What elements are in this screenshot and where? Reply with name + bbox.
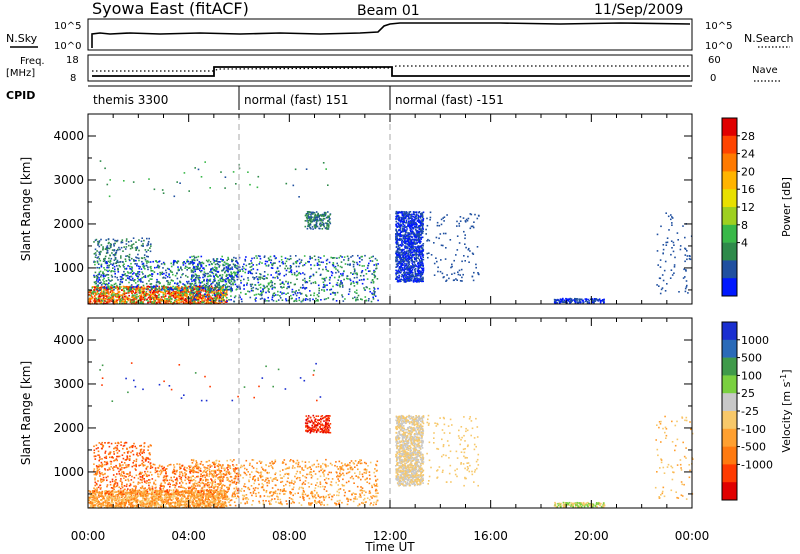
- cpid-mode-label: normal (fast) 151: [244, 93, 348, 107]
- freq-tick-bottom: 8: [70, 73, 76, 84]
- heatmap-panels: 1000 2000 3000 4000 Slant Range [km] 28 24 20 16…: [19, 113, 793, 543]
- colorbar-tick-label: -500: [741, 441, 766, 454]
- colorbar-tick-label: -100: [741, 423, 766, 436]
- colorbar-segment: [722, 464, 737, 483]
- count-tick-left-bottom: 10^0: [54, 41, 81, 52]
- colorbar-tick-label: 500: [741, 352, 762, 365]
- colorbar-segment: [722, 118, 737, 137]
- colorbar-segment: [722, 153, 737, 172]
- nsearch-label: N.Search: [744, 32, 794, 45]
- count-tick-right-bottom: 10^0: [705, 41, 732, 52]
- colorbar-segment: [722, 171, 737, 190]
- colorbar-label: Power [dB]: [780, 177, 793, 237]
- counts-panel: [87, 18, 693, 51]
- y-tick-label: 1000: [53, 465, 84, 479]
- colorbar-segment: [722, 393, 737, 412]
- y-axis-label: Slant Range [km]: [19, 361, 33, 465]
- colorbar-tick-label: 100: [741, 369, 762, 382]
- colorbar-segment: [722, 135, 737, 154]
- nsky-trace: [91, 22, 691, 48]
- colorbar-segment: [722, 375, 737, 394]
- colorbar-tick-label: 28: [741, 130, 755, 143]
- colorbar-tick-label: 12: [741, 201, 755, 214]
- colorbar-segment: [722, 242, 737, 261]
- date-label: 11/Sep/2009: [594, 2, 683, 18]
- x-tick-label: 08:00: [272, 529, 307, 543]
- cpid-label: CPID: [6, 89, 35, 102]
- colorbar-tick-label: 4: [741, 237, 748, 250]
- colorbar-segment: [722, 428, 737, 447]
- y-tick-label: 3000: [53, 173, 84, 187]
- y-tick-label: 2000: [53, 217, 84, 231]
- colorbar-tick-label: 16: [741, 183, 755, 196]
- colorbar-tick-label: -25: [741, 405, 759, 418]
- y-axis-label: Slant Range [km]: [19, 157, 33, 261]
- cpid-mode-label: normal (fast) -151: [395, 93, 504, 107]
- cpid-modes: themis 3300 normal (fast) 151 normal (fast…: [93, 86, 504, 110]
- y-tick-label: 2000: [53, 421, 84, 435]
- colorbar-tick-label: 24: [741, 148, 755, 161]
- x-tick-label: 04:00: [171, 529, 206, 543]
- nave-tick-top: 60: [708, 55, 721, 66]
- freq-label: Freq.: [20, 56, 45, 67]
- count-tick-left-top: 10^5: [54, 21, 81, 32]
- x-axis-title: Time UT: [364, 540, 415, 554]
- beam-label: Beam 01: [357, 3, 420, 19]
- x-tick-label: 12:00: [373, 529, 408, 543]
- x-tick-label: 00:00: [71, 529, 106, 543]
- plot-title: Syowa East (fitACF): [92, 0, 249, 18]
- velocity-scatter: [88, 362, 694, 509]
- velocity-panel: 1000 2000 3000 4000 00:00 04:00 08:00 12:00 16:0…: [19, 317, 793, 543]
- colorbar-segment: [722, 260, 737, 279]
- x-tick-label: 00:00: [675, 529, 710, 543]
- colorbar-tick-label: 25: [741, 387, 755, 400]
- colorbar-segment: [722, 224, 737, 243]
- colorbar-tick-label: 1000: [741, 334, 769, 347]
- y-tick-label: 4000: [53, 129, 84, 143]
- freq-unit: [MHz]: [6, 68, 35, 79]
- y-tick-label: 3000: [53, 377, 84, 391]
- colorbar-segment: [722, 339, 737, 358]
- nsky-label: N.Sky: [6, 32, 38, 45]
- colorbar-segment: [722, 189, 737, 208]
- freq-tick-top: 18: [66, 55, 79, 66]
- nave-label: Nave: [752, 65, 778, 76]
- y-tick-label: 4000: [53, 333, 84, 347]
- nave-tick-bottom: 0: [710, 73, 716, 84]
- colorbar-label: Velocity [m s-1]: [779, 369, 793, 452]
- cpid-mode-label: themis 3300: [93, 93, 168, 107]
- nave-trace: [92, 65, 690, 72]
- power-panel: 1000 2000 3000 4000 Slant Range [km] 28 24 20 16…: [19, 113, 793, 305]
- colorbar-tick-label: 20: [741, 165, 755, 178]
- colorbar-segment: [722, 411, 737, 430]
- x-tick-label: 20:00: [574, 529, 609, 543]
- colorbar-segment: [722, 278, 737, 297]
- y-tick-label: 1000: [53, 261, 84, 275]
- x-tick-label: 16:00: [473, 529, 508, 543]
- colorbar-tick-label: -1000: [741, 458, 773, 471]
- count-tick-right-top: 10^5: [705, 21, 732, 32]
- freq-trace: [92, 66, 690, 77]
- freq-panel: [87, 54, 693, 82]
- colorbar-segment: [722, 482, 737, 501]
- colorbar-segment: [722, 207, 737, 226]
- power-scatter: [88, 160, 693, 305]
- colorbar-tick-label: 8: [741, 219, 748, 232]
- colorbar-segment: [722, 357, 737, 376]
- colorbar-segment: [722, 322, 737, 341]
- colorbar-segment: [722, 446, 737, 465]
